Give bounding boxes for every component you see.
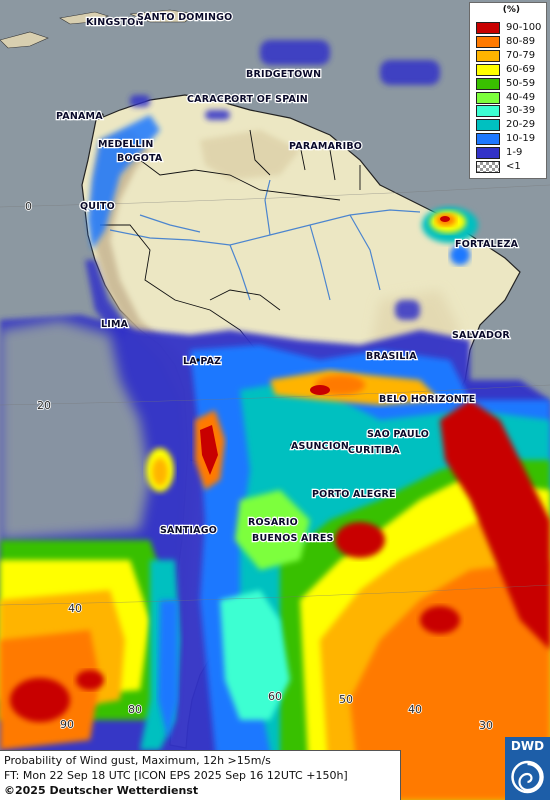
city-label-lima: LIMA bbox=[101, 319, 129, 330]
city-label-medellin: MEDELLIN bbox=[98, 139, 154, 150]
city-label-curitiba: CURITIBA bbox=[348, 445, 400, 456]
legend-row: 30-39 bbox=[476, 105, 544, 118]
legend-label: 30-39 bbox=[506, 105, 536, 117]
legend-swatch bbox=[476, 35, 500, 48]
lat-label-0: 0 bbox=[25, 200, 32, 213]
dwd-logo: DWD bbox=[505, 737, 550, 800]
lat-label-20: 20 bbox=[37, 399, 51, 412]
city-label-buenos-aires: BUENOS AIRES bbox=[252, 533, 334, 544]
city-label-santiago: SANTIAGO bbox=[160, 525, 217, 536]
lat-label-40: 40 bbox=[68, 602, 82, 615]
legend-swatch bbox=[476, 161, 500, 173]
city-label-rosario: ROSARIO bbox=[248, 517, 298, 528]
city-label-bridgetown: BRIDGETOWN bbox=[246, 69, 321, 80]
city-label-la-paz: LA PAZ bbox=[183, 356, 221, 367]
city-label-fortaleza: FORTALEZA bbox=[455, 239, 519, 250]
probability-overlay bbox=[0, 40, 550, 800]
legend-row: 50-59 bbox=[476, 77, 544, 91]
legend-label: 80-89 bbox=[506, 35, 536, 47]
legend-row: 70-79 bbox=[476, 49, 544, 63]
lon-label-50: 50 bbox=[339, 693, 353, 706]
caribbean-islands bbox=[0, 9, 196, 49]
andes-relief bbox=[92, 130, 205, 740]
legend-swatch bbox=[476, 49, 500, 62]
legend-label: 20-29 bbox=[506, 119, 536, 131]
legend-swatch bbox=[476, 91, 500, 104]
legend-row: 1-9 bbox=[476, 147, 544, 160]
city-label-caracas: CARACAS bbox=[187, 94, 239, 105]
legend-row: 90-100 bbox=[476, 22, 544, 35]
dwd-logo-text: DWD bbox=[510, 739, 545, 753]
legend-row: 20-29 bbox=[476, 119, 544, 132]
city-label-santo-domingo: SANTO DOMINGO bbox=[137, 12, 232, 23]
city-label-quito: QUITO bbox=[80, 201, 115, 212]
info-copyright: ©2025 Deutscher Wetterdienst bbox=[4, 784, 199, 797]
info-forecast-time: FT: Mon 22 Sep 18 UTC [ICON EPS 2025 Sep… bbox=[4, 769, 348, 782]
legend-row: 40-49 bbox=[476, 91, 544, 105]
legend-label: 1-9 bbox=[506, 147, 523, 159]
city-label-paramaribo: PARAMARIBO bbox=[289, 141, 362, 152]
legend-row: 60-69 bbox=[476, 63, 544, 77]
color-legend: (%) 90-100 80-89 70-79 60-69 50-59 40-49 30-39… bbox=[469, 2, 547, 179]
legend-swatch bbox=[476, 22, 500, 34]
legend-unit: (%) bbox=[502, 5, 520, 15]
city-label-panama: PANAMA bbox=[56, 111, 103, 122]
city-label-salvador: SALVADOR bbox=[452, 330, 510, 341]
city-label-sao-paulo: SAO PAULO bbox=[367, 429, 429, 440]
legend-row: 80-89 bbox=[476, 35, 544, 49]
legend-label: 10-19 bbox=[506, 133, 536, 145]
city-label-brasilia: BRASILIA bbox=[366, 351, 417, 362]
legend-label: 70-79 bbox=[506, 49, 536, 61]
legend-swatch bbox=[476, 77, 500, 90]
legend-row: 10-19 bbox=[476, 133, 544, 146]
info-box: Probability of Wind gust, Maximum, 12h >… bbox=[0, 750, 401, 800]
graticule bbox=[0, 184, 550, 606]
legend-row: <1 bbox=[476, 161, 544, 174]
city-markers bbox=[86, 17, 472, 539]
legend-swatch bbox=[476, 105, 500, 118]
city-label-porto-alegre: PORTO ALEGRE bbox=[312, 489, 396, 500]
dwd-swirl-icon bbox=[511, 760, 544, 794]
city-label-port-of-spain: PORT OF SPAIN bbox=[224, 94, 308, 105]
lon-label-60: 60 bbox=[268, 690, 282, 703]
city-label-kingston: KINGSTON bbox=[86, 17, 144, 28]
info-title: Probability of Wind gust, Maximum, 12h >… bbox=[4, 754, 271, 767]
legend-swatch bbox=[476, 63, 500, 76]
lon-label-90: 90 bbox=[60, 718, 74, 731]
legend-swatch bbox=[476, 147, 500, 160]
amazon-rivers bbox=[109, 179, 421, 301]
legend-label: 40-49 bbox=[506, 91, 536, 103]
city-label-belo-horizonte: BELO HORIZONTE bbox=[379, 394, 475, 405]
legend-label: <1 bbox=[506, 161, 521, 172]
legend-swatch bbox=[476, 119, 500, 132]
city-label-bogota: BOGOTA bbox=[117, 153, 163, 164]
legend-label: 50-59 bbox=[506, 77, 536, 89]
lon-label-80: 80 bbox=[128, 703, 142, 716]
lon-label-30: 30 bbox=[479, 719, 493, 732]
legend-label: 60-69 bbox=[506, 63, 536, 75]
legend-label: 90-100 bbox=[506, 22, 542, 33]
city-label-asuncion: ASUNCION bbox=[291, 441, 349, 452]
guiana-highlands bbox=[200, 130, 300, 180]
legend-swatch bbox=[476, 133, 500, 146]
lon-label-40: 40 bbox=[408, 703, 422, 716]
